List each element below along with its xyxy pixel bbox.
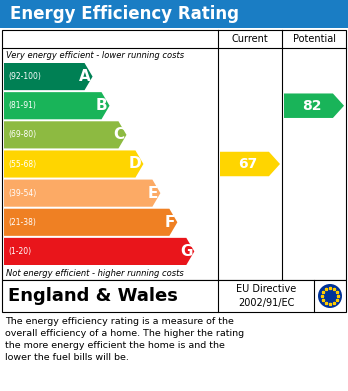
Polygon shape — [4, 238, 194, 265]
Text: (39-54): (39-54) — [8, 188, 36, 197]
Text: F: F — [165, 215, 175, 230]
Bar — [0, 0, 348, 28]
Text: B: B — [96, 98, 108, 113]
Text: (21-38): (21-38) — [8, 218, 36, 227]
Polygon shape — [4, 209, 177, 236]
Text: lower the fuel bills will be.: lower the fuel bills will be. — [5, 353, 129, 362]
Polygon shape — [4, 92, 110, 119]
Text: EU Directive
2002/91/EC: EU Directive 2002/91/EC — [236, 284, 296, 308]
Polygon shape — [284, 93, 344, 118]
Text: Not energy efficient - higher running costs: Not energy efficient - higher running co… — [6, 269, 184, 278]
Text: overall efficiency of a home. The higher the rating: overall efficiency of a home. The higher… — [5, 329, 244, 338]
Text: D: D — [129, 156, 141, 172]
Text: G: G — [180, 244, 192, 259]
Text: Energy Efficiency Rating: Energy Efficiency Rating — [10, 5, 239, 23]
Bar — [2, 30, 346, 280]
Text: (81-91): (81-91) — [8, 101, 36, 110]
Text: 67: 67 — [238, 157, 258, 171]
Text: A: A — [79, 69, 90, 84]
Polygon shape — [220, 152, 280, 176]
Text: England & Wales: England & Wales — [8, 287, 178, 305]
Polygon shape — [4, 63, 93, 90]
Polygon shape — [4, 121, 126, 149]
Polygon shape — [4, 151, 143, 178]
Text: C: C — [113, 127, 125, 142]
Bar — [2, 280, 346, 312]
Circle shape — [318, 284, 342, 308]
Text: Potential: Potential — [293, 34, 335, 44]
Text: The energy efficiency rating is a measure of the: The energy efficiency rating is a measur… — [5, 317, 234, 326]
Text: (69-80): (69-80) — [8, 130, 36, 139]
Text: (55-68): (55-68) — [8, 160, 36, 169]
Text: 82: 82 — [302, 99, 322, 113]
Text: Current: Current — [232, 34, 268, 44]
Text: (1-20): (1-20) — [8, 247, 31, 256]
Text: E: E — [148, 186, 158, 201]
Text: the more energy efficient the home is and the: the more energy efficient the home is an… — [5, 341, 225, 350]
Text: Very energy efficient - lower running costs: Very energy efficient - lower running co… — [6, 50, 184, 59]
Polygon shape — [4, 179, 160, 207]
Text: (92-100): (92-100) — [8, 72, 41, 81]
